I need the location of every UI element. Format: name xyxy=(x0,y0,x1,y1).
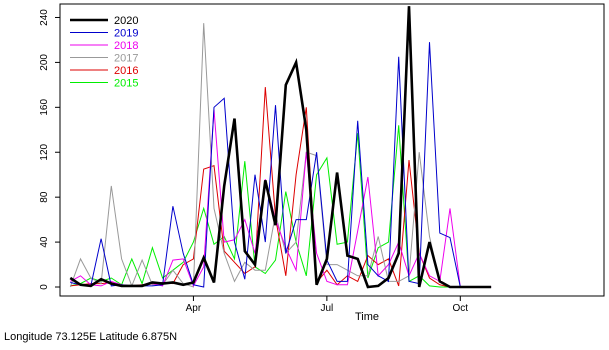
series-line-2020 xyxy=(69,6,492,289)
y-tick-label: 160 xyxy=(39,99,50,116)
plot-frame xyxy=(59,3,605,297)
y-tick-label: 0 xyxy=(39,284,50,290)
y-tick-label: 120 xyxy=(39,143,50,160)
y-tick-label: 80 xyxy=(39,191,50,203)
location-caption: Longitude 73.125E Latitude 6.875N xyxy=(4,331,178,343)
x-tick-label: Oct xyxy=(453,303,469,314)
x-tick-label: Jul xyxy=(320,303,333,314)
legend-label-2018: 2018 xyxy=(114,40,138,52)
series-line-2018 xyxy=(70,109,492,288)
legend-label-2020: 2020 xyxy=(114,15,138,27)
y-tick-label: 240 xyxy=(39,9,50,26)
legend-label-2015: 2015 xyxy=(114,78,138,90)
legend-label-2017: 2017 xyxy=(114,53,138,65)
y-tick-label: 40 xyxy=(39,236,50,248)
legend-label-2016: 2016 xyxy=(114,65,138,77)
legend-label-2019: 2019 xyxy=(114,28,138,40)
x-axis-label: Time xyxy=(355,311,379,323)
y-tick-label: 200 xyxy=(39,54,50,71)
x-tick-label: Apr xyxy=(186,303,202,314)
